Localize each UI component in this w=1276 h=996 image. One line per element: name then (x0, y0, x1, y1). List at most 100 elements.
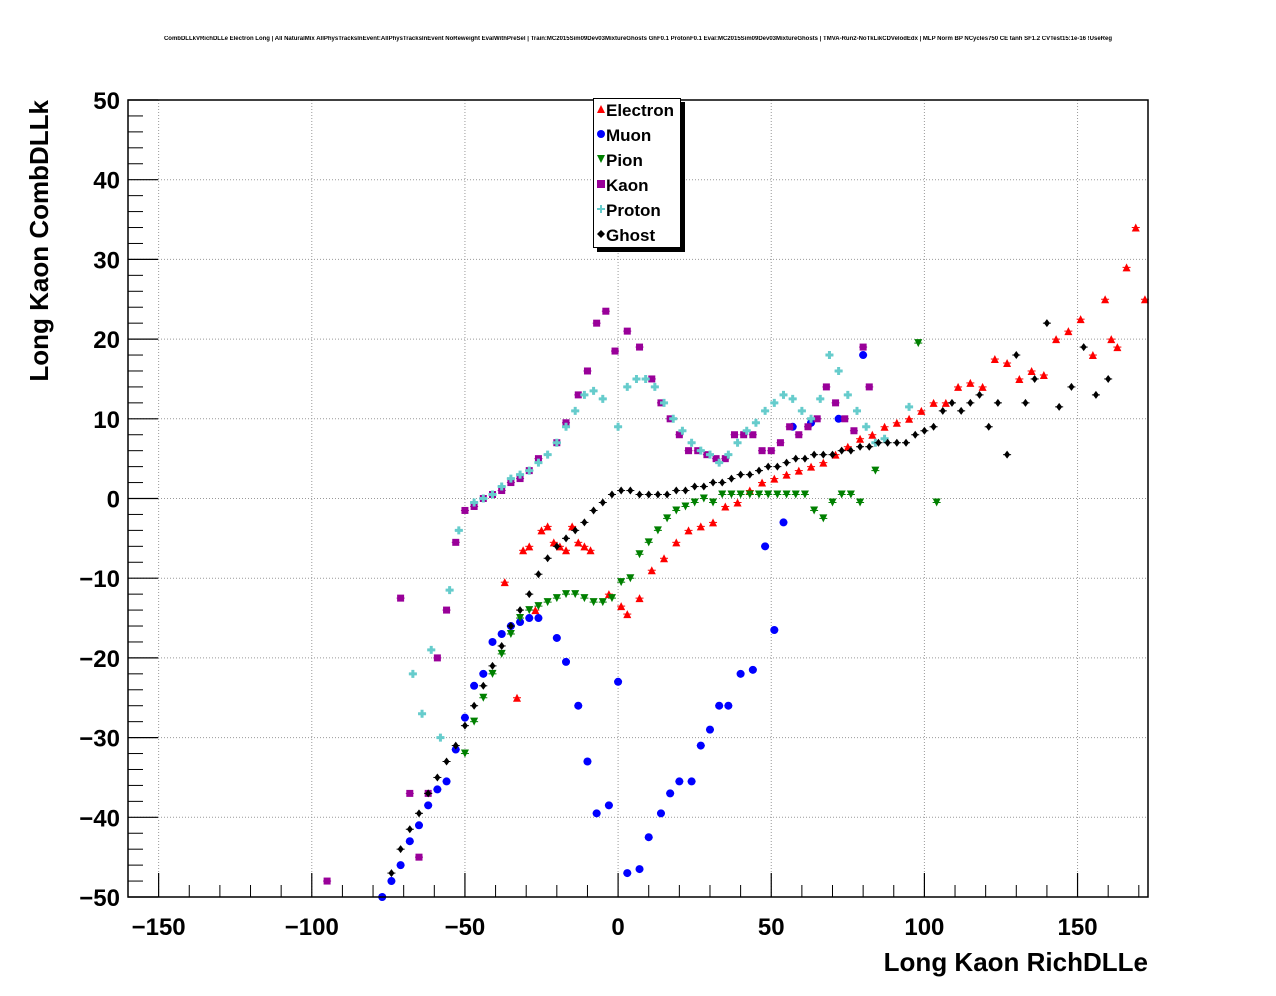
data-point (733, 438, 742, 447)
data-point (779, 390, 788, 399)
data-point (427, 645, 436, 654)
data-point (405, 837, 414, 846)
data-point (705, 450, 714, 459)
data-point (813, 415, 821, 423)
data-point (1052, 335, 1061, 344)
data-point (892, 418, 901, 427)
data-point (470, 498, 479, 507)
data-point (715, 458, 724, 467)
data-point (724, 450, 733, 459)
data-point (586, 546, 595, 555)
data-point (497, 649, 506, 658)
data-point (537, 526, 546, 535)
data-point (841, 415, 849, 423)
data-point (862, 422, 871, 431)
data-point (656, 809, 665, 818)
data-point (1022, 398, 1029, 407)
y-tick-label: 40 (93, 168, 120, 195)
data-point (905, 414, 914, 423)
data-point (1131, 223, 1140, 232)
data-point (724, 701, 733, 710)
data-point (543, 522, 552, 531)
data-point (1003, 359, 1012, 368)
data-point (773, 490, 782, 499)
data-point (654, 490, 661, 499)
data-point (1004, 450, 1011, 459)
data-point (608, 490, 615, 499)
data-point (1013, 351, 1020, 360)
data-point (837, 490, 846, 499)
data-point (1088, 351, 1097, 360)
data-point (1105, 374, 1112, 383)
data-point (571, 406, 580, 415)
y-tick-label: −20 (79, 646, 120, 673)
data-point (452, 538, 460, 546)
data-point (488, 637, 497, 646)
data-point (727, 490, 736, 499)
data-point (681, 502, 690, 511)
data-point (690, 498, 699, 507)
data-point (626, 574, 635, 583)
data-point (755, 466, 762, 475)
data-point (721, 455, 729, 463)
data-point (562, 422, 571, 431)
data-point (635, 865, 644, 874)
data-point (853, 406, 862, 415)
data-point (583, 367, 591, 375)
data-point (978, 382, 987, 391)
data-point (770, 398, 779, 407)
data-point (859, 351, 868, 360)
data-point (517, 606, 524, 615)
data-point (647, 566, 656, 575)
data-point (672, 538, 681, 547)
data-point (562, 590, 571, 599)
data-point (843, 390, 852, 399)
data-point (632, 374, 641, 383)
data-point (948, 398, 955, 407)
data-point (500, 578, 509, 587)
data-point (1031, 374, 1038, 383)
data-point (1107, 335, 1116, 344)
data-point (415, 809, 422, 818)
data-point (534, 614, 543, 623)
y-tick-label: 30 (93, 247, 120, 274)
data-point (705, 725, 714, 734)
data-point (675, 431, 683, 439)
data-point (479, 669, 488, 678)
data-point (678, 426, 687, 435)
data-point (754, 490, 763, 499)
data-point (856, 434, 865, 443)
data-point (488, 669, 497, 678)
y-tick-label: −10 (79, 566, 120, 593)
data-point (589, 598, 598, 607)
data-point (480, 681, 487, 690)
data-point (930, 422, 937, 431)
data-point (489, 661, 496, 670)
data-point (574, 391, 582, 399)
data-point (425, 789, 432, 798)
data-point (535, 570, 542, 579)
data-point (761, 406, 770, 415)
data-point (617, 602, 626, 611)
legend-item-pion: Pion (594, 149, 680, 173)
data-points (323, 223, 1149, 901)
legend-label: Ghost (606, 226, 656, 245)
data-point (737, 470, 744, 479)
data-point (531, 606, 540, 615)
data-point (513, 693, 522, 702)
x-tick-label: 150 (1058, 914, 1098, 941)
data-point (682, 486, 689, 495)
data-point (718, 490, 727, 499)
series-kaon (323, 307, 874, 885)
data-point (598, 598, 607, 607)
data-point (721, 502, 730, 511)
data-point (764, 490, 773, 499)
data-point (479, 693, 488, 702)
data-point (672, 506, 681, 515)
data-point (460, 749, 469, 758)
data-point (563, 534, 570, 543)
data-point (519, 546, 528, 555)
data-point (857, 442, 864, 451)
diamond-marker-icon (597, 230, 605, 238)
data-point (745, 490, 754, 499)
